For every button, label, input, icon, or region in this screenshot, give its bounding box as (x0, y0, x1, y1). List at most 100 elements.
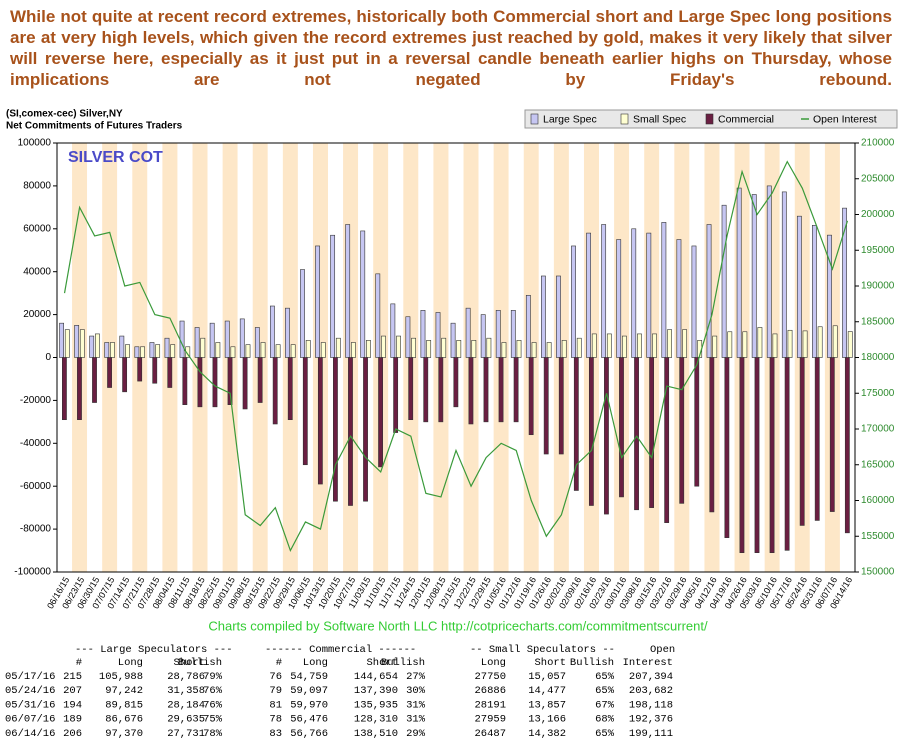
bar (480, 314, 486, 358)
bar (556, 275, 561, 358)
table-cell: 54,759 (290, 671, 328, 683)
bar (245, 344, 251, 358)
y2-tick-label: 175000 (861, 388, 895, 399)
bar (769, 357, 775, 553)
bar (320, 342, 326, 358)
bar (606, 333, 612, 358)
legend-label: Small Spec (633, 113, 686, 125)
table-cell: 105,988 (99, 671, 143, 683)
bar (230, 346, 236, 358)
bar (751, 194, 757, 358)
bar (471, 340, 477, 358)
legend-swatch (620, 113, 629, 125)
bar (637, 333, 642, 358)
bar (330, 234, 336, 358)
bar (363, 357, 368, 502)
table-cell: 65% (595, 728, 615, 740)
table-cell: 199,111 (629, 728, 673, 740)
bar (152, 357, 158, 384)
table-cell: 05/17/16 (5, 671, 55, 683)
bar (576, 337, 582, 358)
bar (134, 346, 140, 358)
y-tick-label: -100000 (14, 567, 51, 578)
bar (315, 245, 320, 358)
bar (411, 337, 417, 358)
bar (814, 357, 820, 521)
bar (631, 228, 637, 358)
table-column-header: Bullish (178, 657, 222, 669)
bar (561, 340, 567, 358)
y2-tick-label: 150000 (861, 567, 895, 578)
table-cell: 97,370 (105, 728, 143, 740)
bar (817, 326, 823, 358)
bar (621, 335, 627, 358)
bar (531, 342, 537, 358)
bar (796, 215, 802, 358)
y-tick-label: 80000 (23, 181, 51, 192)
bar (483, 357, 489, 423)
bar (287, 357, 293, 421)
table-cell: 14,382 (528, 728, 566, 740)
bar (302, 357, 308, 466)
y-tick-label: 40000 (23, 266, 51, 277)
legend-label: Large Spec (543, 113, 597, 125)
bar (757, 327, 763, 358)
table-cell: 15,057 (528, 671, 566, 683)
table-column-header: # (76, 657, 82, 669)
table-cell: 30% (406, 685, 426, 697)
bar (393, 357, 399, 433)
y-tick-label: 60000 (23, 223, 51, 234)
table-cell: 79% (203, 671, 223, 683)
bar (465, 307, 471, 358)
table-cell: 198,118 (629, 699, 673, 711)
table-cell: 13,166 (528, 714, 566, 726)
bar (468, 357, 474, 425)
table-column-header: Long (118, 657, 143, 669)
bar (586, 232, 591, 358)
bar (200, 337, 206, 358)
annotation: SILVER COT (68, 149, 163, 166)
y-tick-label: -20000 (20, 395, 52, 406)
bar (239, 318, 245, 358)
table-cell: 81 (269, 699, 282, 711)
bar (601, 224, 607, 358)
bar (682, 329, 688, 358)
table-cell: 28,184 (167, 699, 205, 711)
table-cell: 76% (203, 699, 223, 711)
bar (541, 275, 546, 358)
bar (435, 312, 441, 358)
table-cell: 135,935 (354, 699, 398, 711)
bar (272, 357, 278, 425)
bar (212, 357, 218, 408)
y2-tick-label: 190000 (861, 281, 895, 292)
bar (426, 340, 432, 358)
table-cell: 65% (595, 685, 615, 697)
table-cell: 27959 (474, 714, 506, 726)
table-cell: 26487 (474, 728, 506, 740)
bar (802, 330, 808, 358)
table-column-header: # (276, 657, 282, 669)
bar (119, 335, 125, 358)
table-cell: 13,857 (528, 699, 566, 711)
bar (441, 337, 447, 358)
bar (844, 357, 850, 534)
table-cell: 76 (269, 671, 282, 683)
bar (269, 305, 275, 358)
bar (438, 357, 444, 423)
bar (724, 357, 730, 538)
bar (317, 357, 323, 485)
bar (182, 357, 188, 405)
y2-tick-label: 155000 (861, 531, 895, 542)
bar (61, 357, 67, 421)
bar (829, 357, 835, 512)
bar (104, 342, 110, 358)
table-cell: 14,477 (528, 685, 566, 697)
table-group-header: Open (650, 644, 675, 656)
bar (89, 335, 95, 358)
table-cell: 215 (63, 671, 82, 683)
y2-tick-label: 160000 (861, 495, 895, 506)
table-cell: 79 (269, 685, 282, 697)
y-tick-label: -40000 (20, 438, 52, 449)
bar (832, 325, 838, 358)
